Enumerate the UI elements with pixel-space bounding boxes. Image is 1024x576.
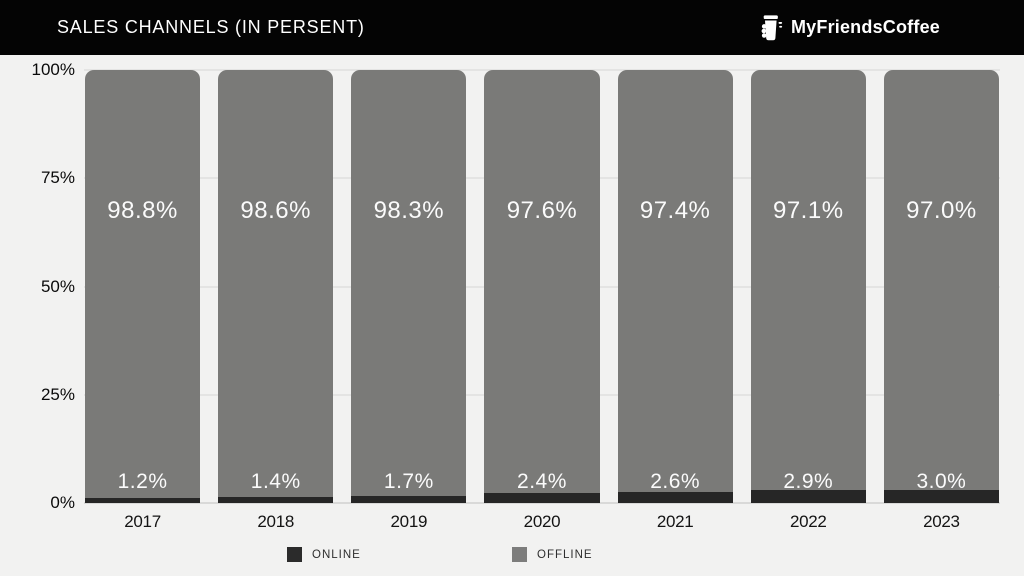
legend: ONLINE OFFLINE <box>0 547 1024 567</box>
offline-bar-segment <box>85 70 201 498</box>
stacked-bar-chart: 0% 25% 50% 75% 100% 98.8% 1.2% 98.6% 1.4% 98.3% 1… <box>0 55 1024 576</box>
offline-value-label: 98.3% <box>373 197 445 224</box>
offline-legend-label: OFFLINE <box>537 548 593 561</box>
online-bar-segment <box>484 492 600 503</box>
online-value-label: 2.4% <box>517 470 567 493</box>
offline-value-label: 97.1% <box>772 197 844 224</box>
online-legend-label: ONLINE <box>312 548 361 561</box>
x-tick-label: 2018 <box>257 512 295 531</box>
x-tick-label: 2017 <box>124 512 161 531</box>
x-tick-label: 2023 <box>923 512 960 531</box>
coffee-cup-logo-icon <box>761 14 783 40</box>
y-tick-label: 50% <box>40 276 75 296</box>
offline-bar-segment <box>351 70 467 496</box>
online-bar-segment <box>617 491 733 503</box>
brand: MyFriendsCoffee <box>758 13 940 43</box>
offline-value-label: 98.6% <box>240 197 311 224</box>
x-tick-label: 2019 <box>390 512 428 531</box>
brand-name: MyFriendsCoffee <box>790 17 940 37</box>
bar-column-2017: 98.8% 1.2% <box>85 70 201 503</box>
online-bar-segment <box>85 497 201 503</box>
online-value-label: 1.4% <box>250 470 301 493</box>
online-value-label: 2.6% <box>650 470 701 493</box>
x-tick-label: 2021 <box>656 512 694 531</box>
y-tick-label: 75% <box>40 168 75 188</box>
offline-bar-segment <box>617 70 733 492</box>
online-value-label: 1.2% <box>117 470 168 493</box>
legend-item-online: ONLINE <box>287 547 361 562</box>
offline-legend-swatch <box>512 547 527 562</box>
bar-column-2022: 97.1% 2.9% <box>750 70 866 503</box>
bar-column-2021: 97.4% 2.6% <box>617 70 733 503</box>
y-tick-label: 25% <box>40 384 75 404</box>
header-bar: SALES CHANNELS (IN PERSENT) MyFriendsCof… <box>0 0 1024 55</box>
online-value-label: 3.0% <box>916 470 967 493</box>
plot-area: 98.8% 1.2% 98.6% 1.4% 98.3% 1.7% 97.6% 2.4% 97.4… <box>85 70 999 503</box>
legend-item-offline: OFFLINE <box>512 547 593 562</box>
bar-column-2019: 98.3% 1.7% <box>351 70 467 503</box>
x-axis: 2017 2018 2019 2020 2021 2022 2023 <box>85 512 999 536</box>
page-title: SALES CHANNELS (IN PERSENT) <box>57 17 365 37</box>
online-value-label: 2.9% <box>783 470 834 493</box>
offline-value-label: 98.8% <box>107 197 178 224</box>
y-tick-label: 0% <box>50 493 75 512</box>
x-tick-label: 2022 <box>789 512 827 531</box>
online-legend-swatch <box>287 547 302 562</box>
online-bar-segment <box>883 490 999 503</box>
y-tick-label: 100% <box>31 60 75 79</box>
online-bar-segment <box>750 490 866 503</box>
offline-bar-segment <box>750 70 866 491</box>
online-bar-segment <box>218 496 334 503</box>
y-axis: 0% 25% 50% 75% 100% <box>0 61 75 511</box>
offline-bar-segment <box>218 70 334 497</box>
bar-column-2020: 97.6% 2.4% <box>484 70 600 503</box>
offline-bar-segment <box>883 70 999 490</box>
offline-value-label: 97.0% <box>906 197 977 224</box>
online-bar-segment <box>351 495 467 503</box>
offline-value-label: 97.6% <box>506 197 578 224</box>
x-tick-label: 2020 <box>523 512 561 531</box>
gridline-0 <box>84 502 1000 504</box>
online-value-label: 1.7% <box>383 470 434 493</box>
bar-column-2023: 97.0% 3.0% <box>883 70 999 503</box>
offline-value-label: 97.4% <box>639 197 711 224</box>
bar-column-2018: 98.6% 1.4% <box>218 70 334 503</box>
offline-bar-segment <box>484 70 600 493</box>
